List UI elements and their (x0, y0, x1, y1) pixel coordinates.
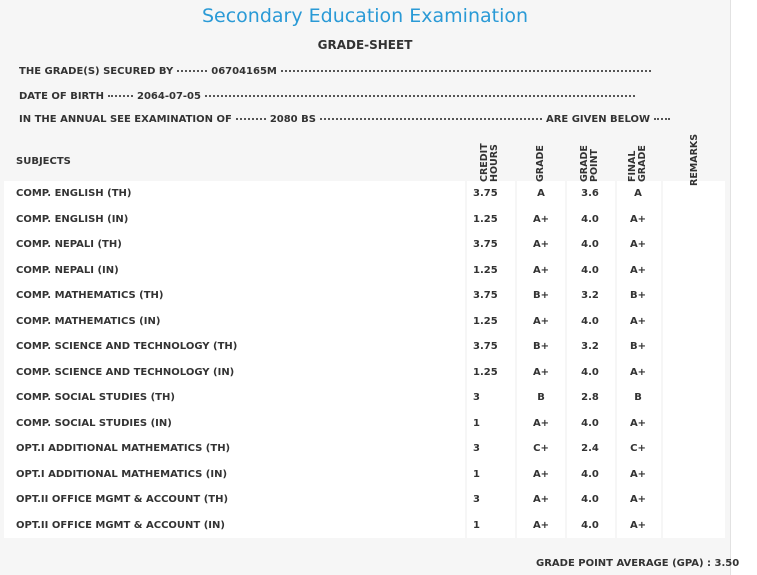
subject: COMP. NEPALI (TH) (16, 239, 122, 250)
grade-cell: B (537, 392, 545, 403)
grade-cell: A+ (532, 468, 550, 480)
column-header: GRADE (535, 145, 546, 182)
column-bg (4, 181, 465, 538)
subject: COMP. NEPALI (IN) (16, 264, 119, 276)
title: Secondary Education Examination (201, 5, 529, 27)
grade-cell: 3.6 (581, 188, 599, 199)
grade-cell: A (537, 188, 545, 199)
column-header: CREDIT HOURS (479, 143, 500, 182)
grade-cell: 4.0 (581, 468, 599, 480)
suffix: ARE GIVEN BELOW (545, 114, 651, 125)
grade-cell: A+ (532, 264, 550, 276)
subject: COMP. MATHEMATICS (IN) (16, 315, 161, 327)
gpa-value: 3.50 (714, 558, 740, 569)
grade-cell: A+ (629, 494, 647, 505)
grade-cell: B (634, 392, 642, 403)
grade-cell: B+ (629, 290, 646, 301)
grade-cell: B+ (629, 341, 646, 352)
grade-cell: 1.25 (473, 213, 498, 225)
grade-cell: 4.0 (581, 213, 599, 225)
grade-cell: A+ (532, 315, 550, 327)
column-header: REMARKS (689, 133, 700, 186)
value: 2080 BS (269, 114, 316, 125)
grade-cell: 4.0 (581, 239, 599, 250)
grade-cell: A+ (532, 213, 550, 225)
label: THE GRADE(S) SECURED BY (19, 66, 174, 77)
grade-cell: 4.0 (581, 417, 599, 429)
grade-cell: A+ (532, 366, 550, 378)
subject: COMP. ENGLISH (IN) (16, 213, 129, 225)
subject: OPT.I ADDITIONAL MATHEMATICS (TH) (16, 443, 231, 454)
subject: COMP. SCIENCE AND TECHNOLOGY (IN) (16, 366, 235, 378)
grade-cell: 3.75 (473, 188, 498, 199)
grade-cell: 1 (473, 417, 480, 429)
grade-cell: A+ (629, 315, 647, 327)
column-header: SUBJECTS (16, 156, 71, 167)
grade-cell: 3 (473, 392, 480, 403)
grade-cell: A+ (629, 366, 647, 378)
grade-cell: 2.4 (581, 443, 599, 454)
info-line: DATE OF BIRTH 2064-07-05 (19, 91, 639, 102)
info-line: THE GRADE(S) SECURED BY 06704165M (19, 66, 655, 77)
info-line: IN THE ANNUAL SEE EXAMINATION OF 2080 BS A… (19, 114, 674, 125)
column-bg (567, 181, 615, 538)
grade-cell: 1 (473, 468, 480, 480)
value: 06704165M (211, 66, 277, 77)
label: DATE OF BIRTH (19, 91, 104, 102)
column-bg (517, 181, 565, 538)
column-bg (617, 181, 661, 538)
grade-cell: 1.25 (473, 264, 498, 276)
subject: COMP. SOCIAL STUDIES (TH) (16, 392, 175, 403)
grade-cell: A+ (629, 239, 647, 250)
grade-cell: 3.2 (581, 290, 599, 301)
grade-cell: A+ (532, 417, 550, 429)
grade-cell: A+ (532, 519, 550, 531)
grade-cell: 3.75 (473, 341, 498, 352)
grade-cell: A+ (532, 494, 550, 505)
gpa: GRADE POINT AVERAGE (GPA) : 3.50 (536, 558, 739, 569)
subject: COMP. ENGLISH (TH) (16, 188, 132, 199)
grade-cell: A+ (629, 417, 647, 429)
label: IN THE ANNUAL SEE EXAMINATION OF (19, 114, 232, 125)
subject: OPT.I ADDITIONAL MATHEMATICS (IN) (16, 468, 228, 480)
grade-cell: 4.0 (581, 264, 599, 276)
column-bg (663, 181, 725, 538)
grade-cell: 4.0 (581, 315, 599, 327)
column-header: FINAL GRADE (627, 145, 648, 182)
grade-cell: 4.0 (581, 494, 599, 505)
subtitle: GRADE-SHEET (317, 38, 413, 52)
grade-cell: A (634, 188, 642, 199)
grade-cell: B+ (532, 341, 549, 352)
subject: COMP. MATHEMATICS (TH) (16, 290, 164, 301)
column-header: GRADE POINT (579, 145, 600, 182)
grade-cell: 1 (473, 519, 480, 531)
grade-cell: A+ (629, 213, 647, 225)
grade-cell: 3.75 (473, 290, 498, 301)
grade-cell: 3 (473, 443, 480, 454)
grade-cell: A+ (629, 468, 647, 480)
gpa-label: GRADE POINT AVERAGE (GPA) : (536, 558, 712, 569)
grade-cell: 3.75 (473, 239, 498, 250)
grade-cell: A+ (629, 264, 647, 276)
grade-cell: 3.2 (581, 341, 599, 352)
grade-cell: 4.0 (581, 519, 599, 531)
grade-cell: 3 (473, 494, 480, 505)
grade-cell: 2.8 (581, 392, 599, 403)
grade-cell: C+ (533, 443, 549, 454)
subject: COMP. SCIENCE AND TECHNOLOGY (TH) (16, 341, 238, 352)
column-bg (467, 181, 515, 538)
grade-cell: B+ (532, 290, 549, 301)
grade-cell: 4.0 (581, 366, 599, 378)
subject: OPT.II OFFICE MGMT & ACCOUNT (IN) (16, 519, 225, 531)
subject: OPT.II OFFICE MGMT & ACCOUNT (TH) (16, 494, 229, 505)
grade-cell: A+ (532, 239, 550, 250)
grade-cell: A+ (629, 519, 647, 531)
grade-cell: C+ (630, 443, 646, 454)
value: 2064-07-05 (137, 91, 201, 102)
grade-cell: 1.25 (473, 366, 498, 378)
subject: COMP. SOCIAL STUDIES (IN) (16, 417, 172, 429)
grade-cell: 1.25 (473, 315, 498, 327)
